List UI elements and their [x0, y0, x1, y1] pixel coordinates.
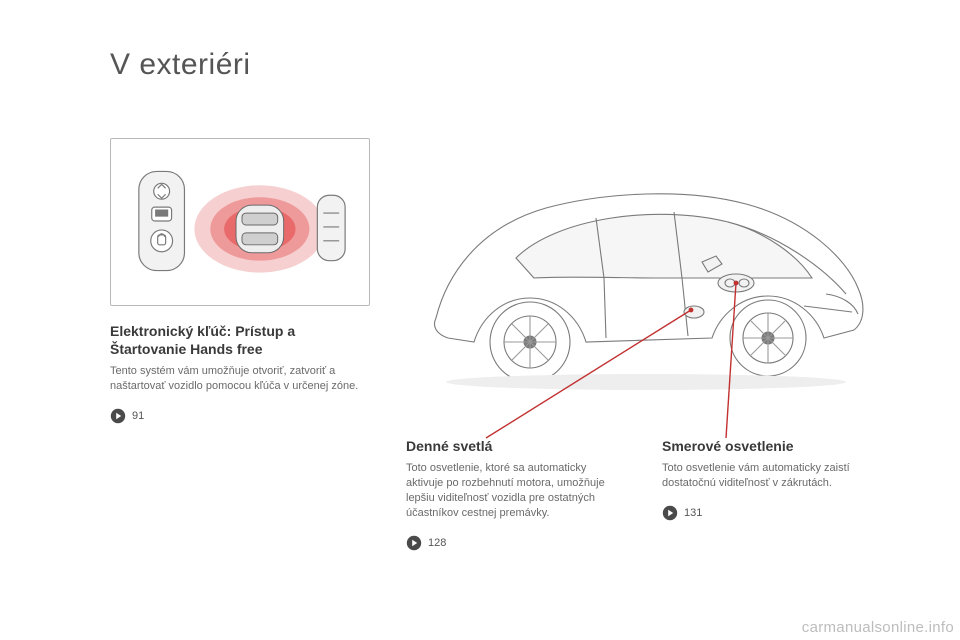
- play-circle-icon: [110, 408, 126, 424]
- remote-key-side-icon: [317, 195, 345, 260]
- cornering-ref-number: 131: [684, 507, 702, 519]
- play-circle-icon: [406, 535, 422, 551]
- key-section-heading: Elektronický kľúč: Prístup a Štartovanie…: [110, 322, 370, 358]
- cornering-ref: 131: [662, 505, 882, 521]
- play-circle-icon: [662, 505, 678, 521]
- remote-key-front-icon: [139, 171, 185, 270]
- drl-heading: Denné svetlá: [406, 437, 626, 455]
- watermark-text: carmanualsonline.info: [802, 619, 954, 636]
- left-column: Elektronický kľúč: Prístup a Štartovanie…: [110, 138, 370, 424]
- car-illustration-wrap: [406, 138, 876, 403]
- cornering-body: Toto osvetlenie vám automaticky zaistí d…: [662, 461, 882, 491]
- drl-block: Denné svetlá Toto osvetlenie, ktoré sa a…: [406, 421, 626, 551]
- manual-page: V exteriéri: [0, 0, 960, 640]
- key-fob-illustration: [110, 138, 370, 306]
- cornering-block: Smerové osvetlenie Toto osvetlenie vám a…: [662, 421, 882, 551]
- key-section-ref-number: 91: [132, 410, 144, 422]
- drl-body: Toto osvetlenie, ktoré sa automaticky ak…: [406, 461, 626, 520]
- key-section-ref: 91: [110, 408, 370, 424]
- bottom-row: Denné svetlá Toto osvetlenie, ktoré sa a…: [406, 421, 890, 551]
- drl-ref-number: 128: [428, 537, 446, 549]
- car-side-illustration: [406, 138, 876, 398]
- right-column: Denné svetlá Toto osvetlenie, ktoré sa a…: [406, 138, 890, 551]
- drl-ref: 128: [406, 535, 626, 551]
- content-columns: Elektronický kľúč: Prístup a Štartovanie…: [110, 138, 890, 551]
- key-section-body: Tento systém vám umožňuje otvoriť, zatvo…: [110, 364, 370, 394]
- proximity-zone-icon: [194, 185, 325, 272]
- cornering-heading: Smerové osvetlenie: [662, 437, 882, 455]
- page-title: V exteriéri: [110, 48, 890, 82]
- key-fob-svg: [121, 147, 359, 297]
